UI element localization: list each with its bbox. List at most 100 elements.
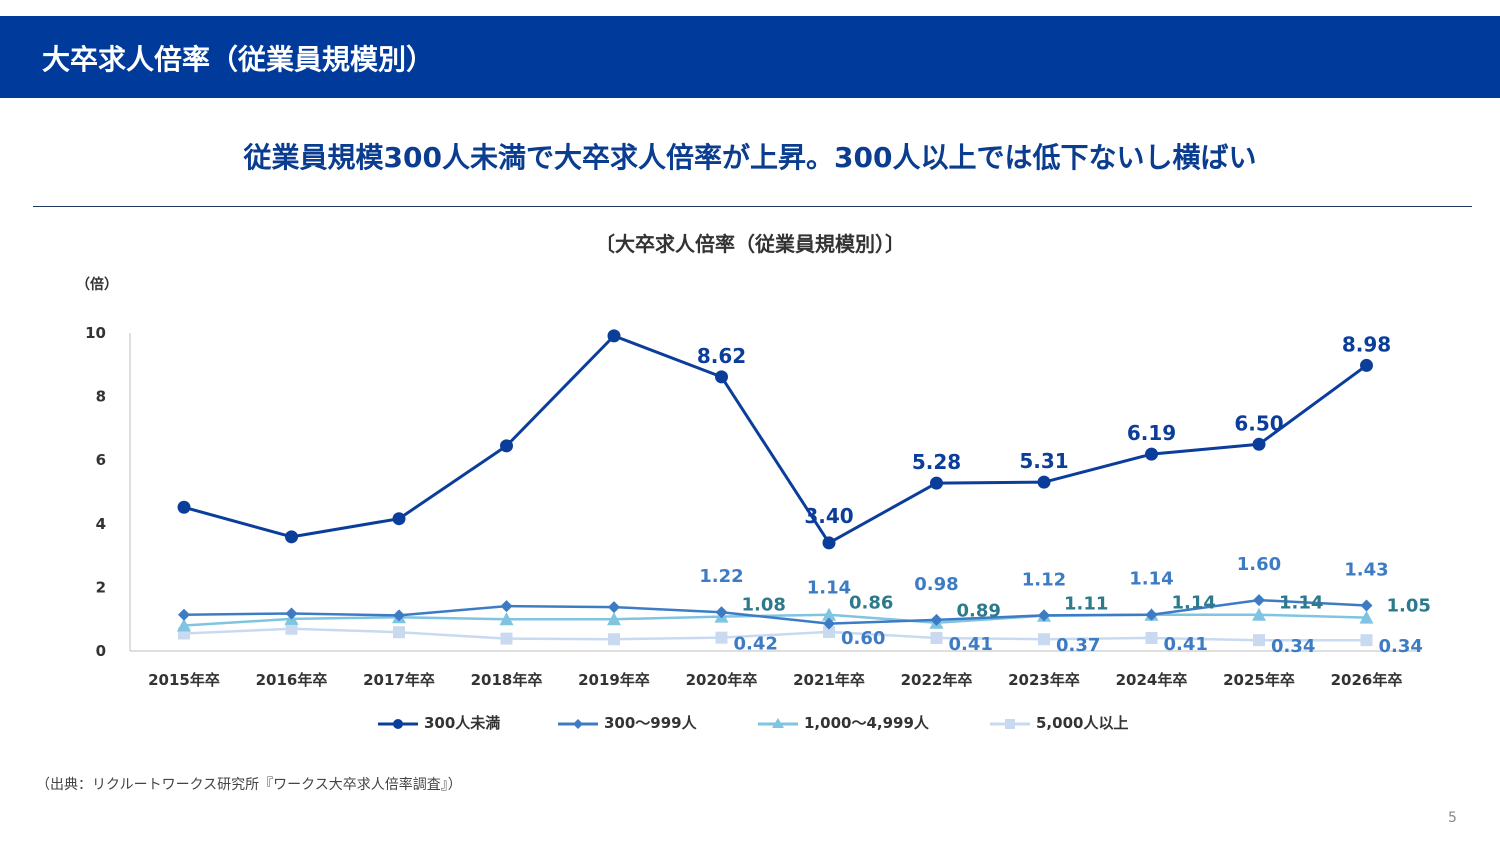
legend-label: 1,000〜4,999人: [804, 714, 929, 732]
data-point: [715, 370, 728, 384]
data-label: 1.05: [1387, 596, 1431, 617]
data-label: 1.22: [699, 566, 743, 587]
data-label: 1.12: [1022, 569, 1066, 590]
data-point: [822, 536, 836, 550]
data-point: [608, 601, 620, 614]
data-label: 0.89: [957, 601, 1001, 622]
y-tick-label: 10: [85, 324, 106, 342]
legend-swatch: [758, 717, 798, 728]
data-point: [393, 609, 405, 622]
data-point: [1038, 609, 1050, 622]
data-label: 0.98: [914, 574, 958, 595]
y-tick-label: 0: [96, 642, 106, 660]
data-point: [1145, 631, 1158, 644]
data-label: 0.60: [841, 628, 885, 649]
data-point: [393, 626, 405, 639]
x-tick-label: 2017年卒: [363, 671, 435, 689]
x-tick-label: 2018年卒: [471, 671, 543, 689]
y-axis-unit: （倍）: [76, 277, 118, 293]
data-point: [499, 612, 514, 626]
series-line-0: [183, 334, 1368, 545]
y-tick-label: 4: [96, 515, 106, 533]
page-number: 5: [1448, 810, 1457, 826]
data-label: 5.28: [912, 450, 961, 474]
legend-label: 300人未満: [424, 714, 501, 732]
data-point: [1037, 475, 1051, 489]
data-point: [822, 607, 836, 621]
data-point: [285, 622, 298, 635]
legend-label: 5,000人以上: [1036, 714, 1129, 732]
data-label: 1.11: [1064, 594, 1108, 615]
header-bar: 大卒求人倍率（従業員規模別）: [0, 16, 1500, 98]
x-tick-label: 2020年卒: [686, 671, 758, 689]
data-point: [1038, 633, 1050, 646]
legend-swatch: [990, 718, 1030, 729]
data-label: 0.42: [734, 634, 778, 655]
data-point: [607, 329, 621, 343]
data-label: 1.14: [1279, 593, 1323, 614]
data-point: [823, 625, 835, 638]
x-tick-label: 2015年卒: [148, 671, 220, 689]
x-tick-label: 2016年卒: [256, 671, 328, 689]
data-point: [1252, 437, 1266, 451]
data-label: 0.34: [1271, 636, 1315, 657]
legend-item: 1,000〜4,999人: [756, 712, 929, 733]
data-point: [930, 476, 943, 490]
data-label: 6.50: [1234, 411, 1283, 435]
data-label: 3.40: [804, 504, 853, 528]
legend-item: 5,000人以上: [988, 712, 1128, 733]
data-point: [285, 530, 298, 544]
chart-title: 〔大卒求人倍率（従業員規模別）〕: [595, 232, 905, 256]
data-point: [1145, 447, 1158, 461]
data-point: [1360, 634, 1373, 647]
data-label: 1.14: [1129, 569, 1173, 590]
data-point: [177, 618, 191, 632]
data-point: [178, 608, 190, 621]
data-point: [1360, 599, 1373, 612]
data-point: [823, 617, 835, 630]
data-point: [1253, 634, 1265, 647]
data-label: 1.08: [742, 595, 786, 616]
data-label: 8.62: [697, 344, 746, 368]
x-tick-label: 2023年卒: [1008, 671, 1080, 689]
data-label: 1.43: [1344, 560, 1388, 581]
data-label: 8.98: [1342, 332, 1391, 356]
y-tick-label: 2: [96, 578, 106, 596]
data-label: 1.60: [1237, 554, 1281, 575]
data-label: 0.37: [1056, 635, 1100, 656]
divider: [33, 206, 1472, 207]
data-point: [1252, 607, 1266, 621]
data-label: 6.19: [1127, 421, 1176, 445]
data-point: [500, 632, 513, 645]
legend-item: 300人未満: [376, 712, 500, 733]
page-title: 大卒求人倍率（従業員規模別）: [42, 43, 435, 76]
data-point: [392, 512, 406, 526]
x-tick-label: 2022年卒: [901, 671, 973, 689]
data-label: 0.86: [849, 593, 893, 614]
x-tick-label: 2025年卒: [1223, 671, 1295, 689]
x-tick-label: 2021年卒: [793, 671, 865, 689]
y-tick-label: 8: [96, 388, 106, 406]
data-point: [500, 439, 513, 453]
data-point: [1145, 608, 1158, 621]
data-label: 0.41: [1164, 634, 1208, 655]
headline-message: 従業員規模300人未満で大卒求人倍率が上昇。300人以上では低下ないし横ばい: [243, 141, 1257, 174]
data-point: [608, 633, 620, 646]
legend-label: 300〜999人: [604, 714, 697, 732]
data-label: 1.14: [1172, 593, 1216, 614]
legend-swatch: [558, 718, 598, 729]
data-label: 1.14: [807, 578, 851, 599]
data-point: [1360, 358, 1373, 372]
legend-item: 300〜999人: [556, 712, 697, 733]
data-point: [1253, 594, 1265, 607]
chart-legend: 300人未満 300〜999人 1,000〜4,999人 5,000人以上: [0, 712, 1500, 738]
data-label: 5.31: [1019, 449, 1068, 473]
data-label: 0.34: [1379, 636, 1423, 657]
legend-swatch: [378, 718, 418, 729]
x-tick-label: 2019年卒: [578, 671, 650, 689]
series-line-3: [183, 627, 1367, 642]
data-point: [715, 631, 728, 644]
source-note: （出典：リクルートワークス研究所『ワークス大卒求人倍率調査』）: [36, 777, 462, 793]
series-line-2: [183, 613, 1367, 627]
